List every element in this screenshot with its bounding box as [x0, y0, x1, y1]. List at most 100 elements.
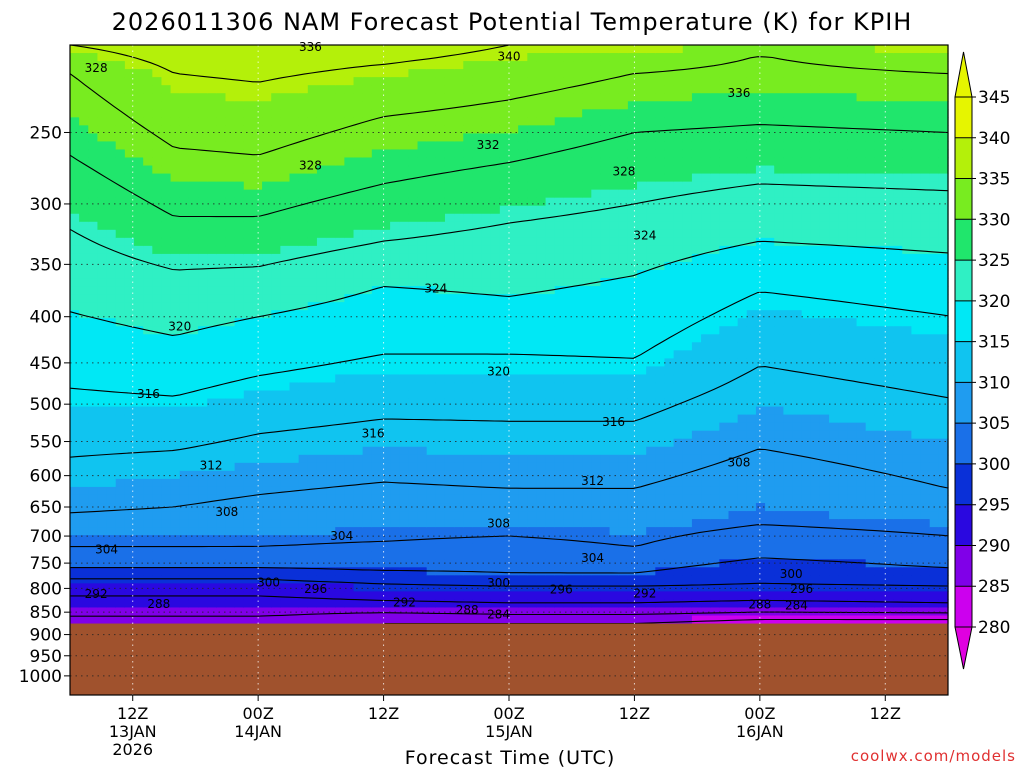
theta-cell — [545, 53, 556, 62]
theta-cell — [637, 366, 647, 376]
theta-cell — [426, 69, 437, 78]
theta-cell — [637, 559, 647, 568]
theta-cell — [335, 527, 345, 536]
theta-cell — [380, 286, 391, 295]
theta-cell — [207, 165, 217, 175]
theta-cell — [563, 310, 574, 319]
theta-cell — [554, 334, 565, 343]
theta-cell — [646, 237, 656, 247]
theta-cell — [472, 189, 483, 199]
theta-cell — [563, 430, 574, 440]
theta-cell — [481, 559, 492, 568]
theta-cell — [298, 478, 309, 488]
theta-cell — [481, 454, 492, 464]
theta-cell — [655, 470, 666, 480]
theta-cell — [161, 245, 172, 255]
theta-cell — [545, 511, 556, 520]
theta-cell — [179, 470, 190, 480]
theta-cell — [198, 157, 208, 167]
theta-cell — [673, 286, 684, 295]
theta-cell — [170, 430, 181, 440]
theta-cell — [490, 189, 501, 199]
theta-cell — [600, 269, 611, 279]
theta-cell — [454, 535, 464, 544]
theta-cell — [609, 213, 620, 223]
theta-cell — [627, 261, 638, 271]
theta-cell — [591, 454, 602, 464]
theta-cell — [298, 85, 309, 94]
theta-cell — [134, 157, 144, 167]
theta-cell — [454, 101, 464, 110]
theta-cell — [554, 213, 565, 223]
theta-cell — [170, 511, 181, 520]
theta-cell — [234, 350, 245, 359]
theta-cell — [600, 334, 611, 343]
theta-cell — [582, 125, 592, 134]
theta-cell — [124, 438, 135, 448]
theta-cell — [618, 374, 629, 384]
theta-cell — [115, 125, 126, 134]
theta-cell — [143, 414, 153, 424]
theta-cell — [170, 53, 181, 62]
theta-cell — [243, 358, 254, 368]
theta-cell — [426, 374, 437, 384]
theta-cell — [563, 374, 574, 384]
theta-cell — [97, 302, 108, 311]
theta-cell — [518, 615, 528, 625]
theta-cell — [573, 261, 583, 271]
theta-cell — [188, 382, 199, 392]
theta-cell — [609, 527, 620, 536]
theta-cell — [289, 85, 300, 94]
theta-cell — [435, 109, 446, 118]
theta-cell — [152, 278, 163, 287]
theta-cell — [536, 133, 547, 143]
theta-cell — [701, 101, 711, 110]
theta-cell — [527, 519, 538, 528]
theta-cell — [316, 511, 327, 520]
theta-cell — [426, 157, 437, 167]
theta-cell — [134, 519, 144, 528]
theta-cell — [536, 519, 547, 528]
theta-cell — [371, 205, 382, 215]
theta-cell — [573, 535, 583, 544]
theta-cell — [371, 133, 382, 143]
theta-cell — [390, 141, 400, 151]
theta-cell — [353, 366, 364, 376]
theta-cell — [627, 454, 638, 464]
theta-cell — [600, 237, 611, 247]
theta-cell — [316, 149, 327, 159]
theta-cell — [701, 85, 711, 94]
theta-cell — [518, 125, 528, 134]
theta-cell — [216, 398, 227, 408]
theta-cell — [582, 237, 592, 247]
theta-cell — [289, 575, 300, 584]
theta-cell — [326, 269, 336, 279]
theta-cell — [161, 133, 172, 143]
theta-cell — [380, 69, 391, 78]
theta-cell — [124, 45, 135, 54]
theta-cell — [399, 205, 409, 215]
theta-cell — [573, 486, 583, 496]
theta-cell — [563, 286, 574, 295]
theta-cell — [115, 366, 126, 376]
theta-cell — [115, 53, 126, 62]
theta-cell — [701, 213, 711, 223]
theta-cell — [618, 302, 629, 311]
theta-cell — [134, 478, 144, 488]
theta-cell — [353, 109, 364, 118]
theta-cell — [289, 302, 300, 311]
theta-cell — [170, 406, 181, 416]
theta-cell — [573, 599, 583, 609]
theta-cell — [426, 551, 437, 560]
theta-cell — [271, 133, 281, 143]
theta-cell — [143, 221, 153, 231]
theta-cell — [609, 358, 620, 368]
theta-cell — [426, 149, 437, 159]
theta-cell — [106, 462, 117, 472]
theta-cell — [618, 527, 629, 536]
theta-cell — [134, 543, 144, 552]
theta-cell — [637, 101, 647, 110]
theta-cell — [509, 45, 519, 54]
theta-cell — [243, 45, 254, 54]
theta-cell — [188, 109, 199, 118]
